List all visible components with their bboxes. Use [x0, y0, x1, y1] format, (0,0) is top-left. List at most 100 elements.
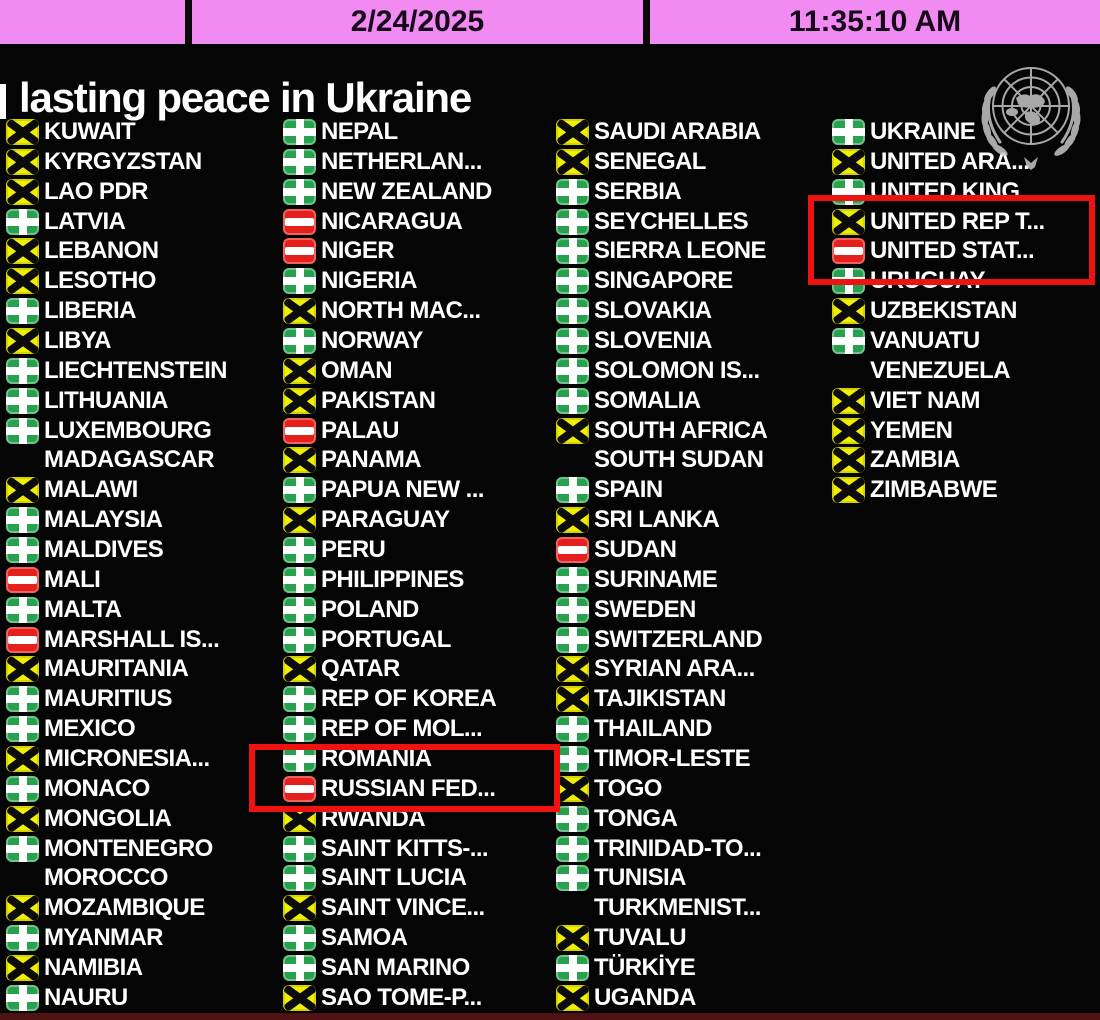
- country-name: MOZAMBIQUE: [44, 894, 205, 922]
- country-name: SWEDEN: [594, 595, 696, 623]
- country-name: MALTA: [44, 595, 122, 623]
- country-name: VANUATU: [870, 326, 980, 354]
- country-name: MONTENEGRO: [44, 834, 213, 862]
- vote-yes-icon: [283, 865, 316, 892]
- country-name: TIMOR-LESTE: [594, 744, 751, 772]
- country-name: MALI: [44, 565, 101, 593]
- country-row: SUDAN: [556, 535, 767, 565]
- vote-yes-icon: [556, 954, 589, 981]
- vote-abstain-icon: [556, 775, 589, 802]
- country-row: SYRIAN ARA...: [556, 654, 767, 684]
- country-row: SAO TOME-P...: [283, 983, 496, 1013]
- vote-yes-icon: [6, 357, 39, 384]
- country-name: TUNISIA: [594, 864, 686, 892]
- vote-abstain-icon: [283, 447, 316, 474]
- country-row: POLAND: [283, 595, 496, 625]
- country-row: TUVALU: [556, 923, 767, 953]
- bottom-stripe: [0, 1013, 1100, 1020]
- vote-empty-placeholder: [556, 447, 589, 473]
- vote-yes-icon: [556, 327, 589, 354]
- vote-yes-icon: [283, 745, 316, 772]
- country-row: NETHERLAN...: [283, 147, 496, 177]
- country-name: MAURITANIA: [44, 655, 189, 683]
- country-row: PAPUA NEW ...: [283, 475, 496, 505]
- vote-no-icon: [556, 536, 589, 563]
- vote-yes-icon: [283, 178, 316, 205]
- country-row: ZAMBIA: [832, 445, 1045, 475]
- vote-abstain-icon: [556, 507, 589, 534]
- vote-abstain-icon: [556, 118, 589, 145]
- vote-empty-placeholder: [832, 358, 865, 384]
- vote-abstain-icon: [6, 178, 39, 205]
- country-row: MOZAMBIQUE: [6, 893, 227, 923]
- vote-yes-icon: [283, 835, 316, 862]
- vote-yes-icon: [283, 536, 316, 563]
- country-name: NICARAGUA: [321, 207, 463, 235]
- vote-abstain-icon: [283, 357, 316, 384]
- vote-yes-icon: [283, 477, 316, 504]
- vote-yes-icon: [6, 596, 39, 623]
- country-name: NEW ZEALAND: [321, 177, 492, 205]
- highlight-box-united-states: [808, 195, 1095, 285]
- country-row: UNITED STAT...: [832, 236, 1045, 266]
- country-row: LAO PDR: [6, 177, 227, 207]
- vote-abstain-icon: [6, 268, 39, 295]
- country-name: SWITZERLAND: [594, 625, 763, 653]
- country-row: TAJIKISTAN: [556, 684, 767, 714]
- vote-abstain-icon: [283, 298, 316, 325]
- country-row: SAMOA: [283, 923, 496, 953]
- header-bar: 2/24/2025 11:35:10 AM: [0, 0, 1100, 44]
- country-name: NETHERLAN...: [321, 147, 482, 175]
- country-row: KYRGYZSTAN: [6, 147, 227, 177]
- vote-abstain-icon: [6, 477, 39, 504]
- country-row: SWITZERLAND: [556, 625, 767, 655]
- country-row: SEYCHELLES: [556, 207, 767, 237]
- country-row: SURINAME: [556, 565, 767, 595]
- vote-yes-icon: [6, 984, 39, 1011]
- vote-yes-icon: [556, 268, 589, 295]
- country-row: MAURITIUS: [6, 684, 227, 714]
- country-row: SOUTH AFRICA: [556, 416, 768, 446]
- country-row: NIGER: [283, 236, 496, 266]
- country-name: SAMOA: [321, 924, 408, 952]
- country-name: SAN MARINO: [321, 953, 470, 981]
- country-row: NAMIBIA: [6, 953, 227, 983]
- country-name: YEMEN: [870, 416, 953, 444]
- vote-abstain-icon: [6, 327, 39, 354]
- vote-yes-icon: [283, 118, 316, 145]
- country-name: PAPUA NEW ...: [321, 476, 484, 504]
- vote-yes-icon: [283, 566, 316, 593]
- vote-yes-icon: [6, 417, 39, 444]
- country-name: MONACO: [44, 774, 150, 802]
- country-name: SLOVAKIA: [594, 297, 712, 325]
- vote-yes-icon: [556, 357, 589, 384]
- country-row: SAUDI ARABIA: [556, 117, 767, 147]
- vote-empty-placeholder: [6, 447, 39, 473]
- vote-abstain-icon: [832, 148, 865, 175]
- country-row: SINGAPORE: [556, 266, 767, 296]
- country-row: LIBERIA: [6, 296, 227, 326]
- country-row: TOGO: [556, 774, 767, 804]
- country-name: SAINT VINCE...: [321, 894, 485, 922]
- country-name: POLAND: [321, 595, 419, 623]
- country-name: UNITED STAT...: [870, 237, 1035, 265]
- vote-abstain-icon: [283, 895, 316, 922]
- country-row: TUNISIA: [556, 863, 767, 893]
- country-name: UGANDA: [594, 983, 696, 1011]
- vote-yes-icon: [556, 566, 589, 593]
- vote-yes-icon: [556, 238, 589, 265]
- country-column-1: KUWAIT KYRGYZSTAN LAO PDR LATVIA LEBANON LESO…: [6, 117, 227, 1013]
- vote-yes-icon: [6, 925, 39, 952]
- country-name: SOUTH AFRICA: [594, 416, 768, 444]
- country-name: MYANMAR: [44, 924, 164, 952]
- country-name: MEXICO: [44, 715, 136, 743]
- highlight-box-russia: [249, 744, 560, 812]
- country-name: UZBEKISTAN: [870, 297, 1017, 325]
- country-row: MAURITANIA: [6, 654, 227, 684]
- country-name: SAINT LUCIA: [321, 864, 467, 892]
- country-row: SLOVENIA: [556, 326, 767, 356]
- vote-abstain-icon: [283, 656, 316, 683]
- vote-abstain-icon: [832, 208, 865, 235]
- country-row: PANAMA: [283, 445, 496, 475]
- country-row: VANUATU: [832, 326, 1045, 356]
